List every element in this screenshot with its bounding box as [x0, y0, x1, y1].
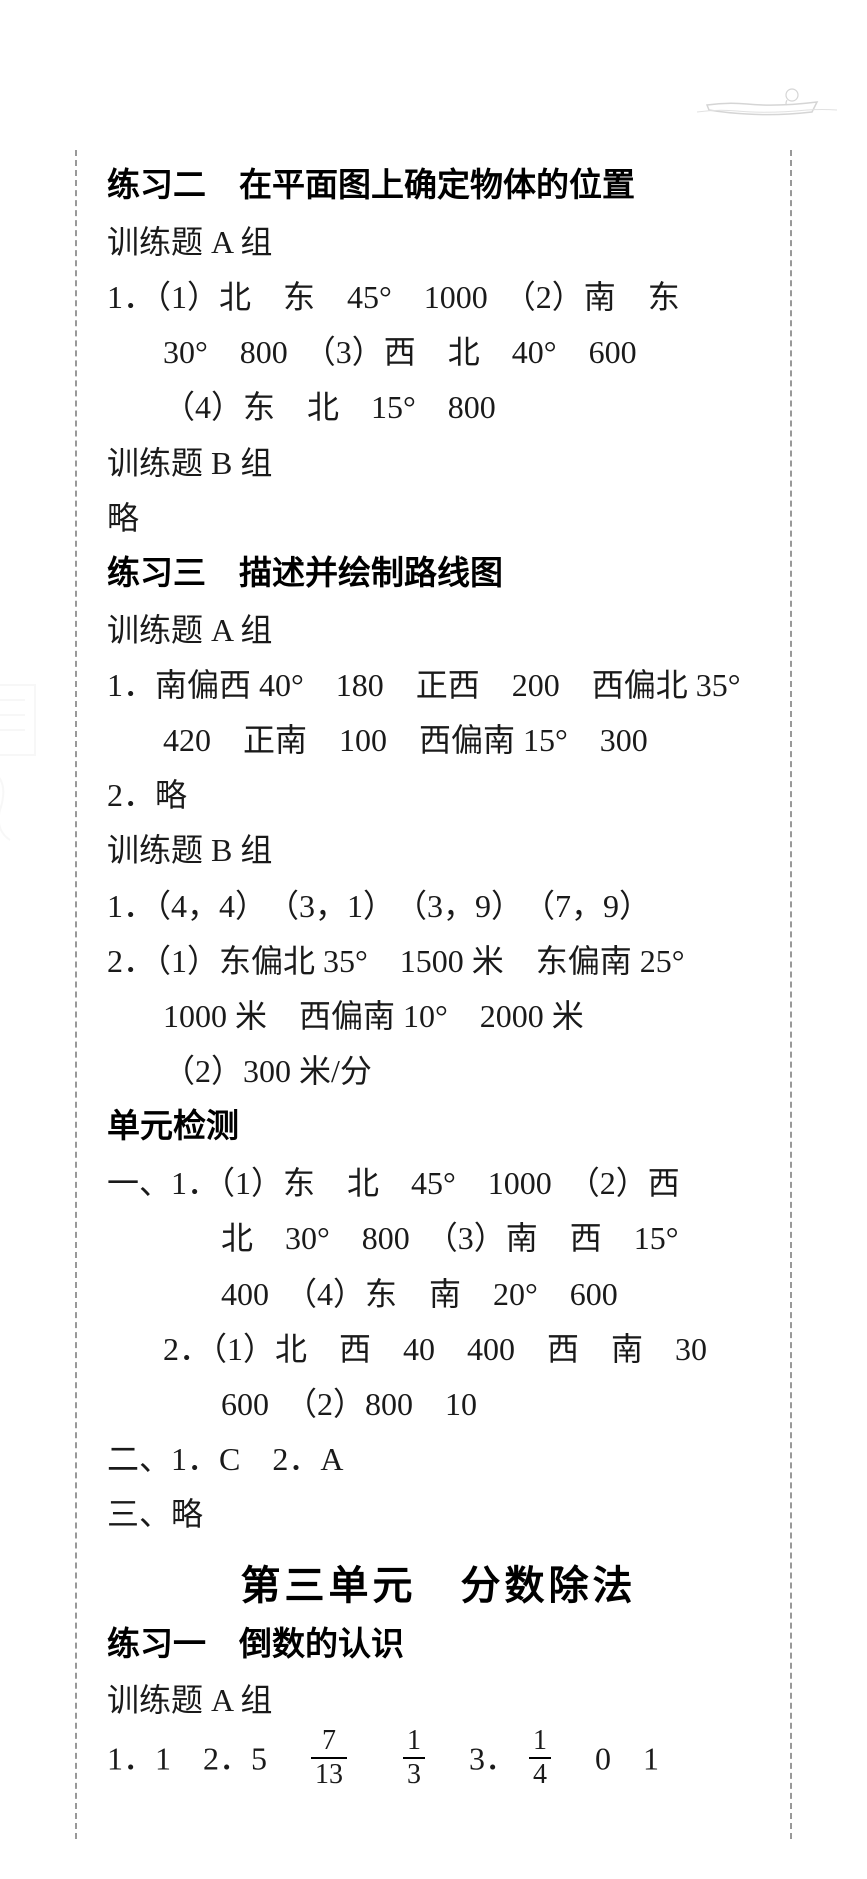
boat-icon	[697, 60, 837, 120]
unit-3-title: 第三单元 分数除法	[107, 1553, 770, 1611]
page-content: 练习二 在平面图上确定物体的位置 训练题 A 组 1．（1）北 东 45° 10…	[75, 150, 792, 1839]
fraction-denominator: 13	[311, 1759, 347, 1789]
fraction-numerator: 7	[311, 1727, 347, 1759]
exercise-1-title: 练习一 倒数的认识	[107, 1619, 770, 1672]
unit-test-title: 单元检测	[107, 1101, 770, 1154]
answer-line: 1．（1）北 东 45° 1000 （2）南 东	[107, 279, 680, 315]
answer-part: 0 1	[563, 1740, 659, 1776]
fraction-denominator: 3	[403, 1759, 425, 1789]
answer-text: 1．南偏西 40° 180 正西 200 西偏北 35°	[107, 660, 770, 711]
answer-text: 三、略	[107, 1489, 770, 1540]
group-b-label: 训练题 B 组	[107, 825, 770, 876]
answer-part: 3．	[437, 1740, 517, 1776]
answer-text: 北 30° 800 （3）南 西 15°	[107, 1213, 770, 1264]
group-b-label: 训练题 B 组	[107, 438, 770, 489]
answer-text: 600 （2）800 10	[107, 1379, 770, 1430]
exercise-3-title: 练习三 描述并绘制路线图	[107, 548, 770, 601]
boat-decoration	[697, 60, 837, 120]
answer-text: （4）东 北 15° 800	[107, 382, 770, 433]
fraction: 14	[529, 1727, 551, 1789]
answer-text: 30° 800 （3）西 北 40° 600	[107, 327, 770, 378]
fraction: 13	[403, 1727, 425, 1789]
answer-text: 2．（1）东偏北 35° 1500 米 东偏南 25°	[107, 936, 770, 987]
answer-text: 400 （4）东 南 20° 600	[107, 1269, 770, 1320]
fraction-numerator: 1	[403, 1727, 425, 1759]
spacer	[359, 1740, 391, 1776]
answer-text: 一、1．（1）东 北 45° 1000 （2）西	[107, 1158, 770, 1209]
answer-text: 1000 米 西偏南 10° 2000 米	[107, 991, 770, 1042]
group-a-label: 训练题 A 组	[107, 605, 770, 656]
answer-text: 1．（1）北 东 45° 1000 （2）南 东	[107, 272, 770, 323]
answer-text: 420 正南 100 西偏南 15° 300	[107, 715, 770, 766]
exercise-2-title: 练习二 在平面图上确定物体的位置	[107, 160, 770, 213]
answer-text: 2．（1）北 西 40 400 西 南 30	[107, 1324, 770, 1375]
answer-text: 略	[107, 493, 770, 544]
group-a-label: 训练题 A 组	[107, 1675, 770, 1726]
watermark-icon	[0, 680, 60, 885]
answer-text: （2）300 米/分	[107, 1046, 770, 1097]
answer-text: 二、1．C 2．A	[107, 1434, 770, 1485]
group-a-label: 训练题 A 组	[107, 217, 770, 268]
answer-text: 1．1 2．5 713 13 3． 14 0 1	[107, 1731, 770, 1793]
answer-text: 2．略	[107, 770, 770, 821]
answer-text: 1．（4，4） （3，1） （3，9） （7，9）	[107, 881, 770, 932]
fraction: 713	[311, 1727, 347, 1789]
fraction-denominator: 4	[529, 1759, 551, 1789]
fraction-numerator: 1	[529, 1727, 551, 1759]
answer-part: 1．1 2．5	[107, 1740, 299, 1776]
